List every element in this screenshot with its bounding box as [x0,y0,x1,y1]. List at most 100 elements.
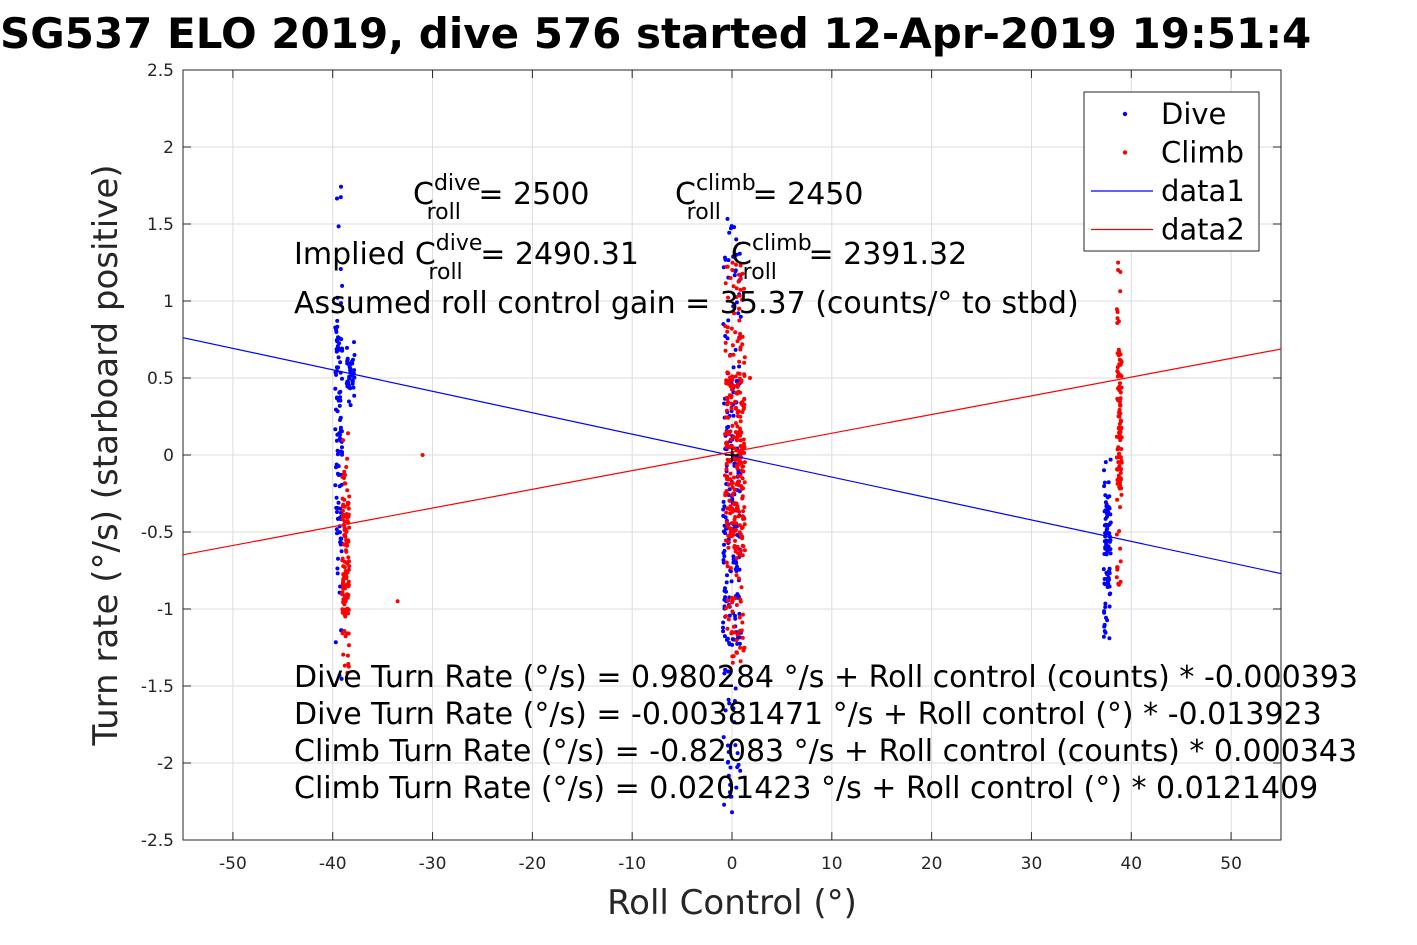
climb-point [730,485,735,490]
climb-point [724,467,729,472]
climb-point [748,376,752,380]
dive-point [732,699,737,703]
climb-point [742,397,747,402]
dive-point [339,676,344,681]
origin-crosshair [725,448,739,462]
climb-point [1116,260,1121,265]
climb-point [734,638,739,643]
dive-point [1108,457,1113,462]
climb-point [341,577,346,582]
climb-point [1115,467,1119,472]
climb-point [1118,505,1122,510]
annotation-roll-gain: Assumed roll control gain = 35.37 (count… [294,286,1079,321]
dive-point [346,380,351,385]
x-tick-label: -40 [319,854,347,874]
climb-point [342,524,347,529]
climb-point [342,476,346,480]
climb-point [724,378,729,383]
climb-point [724,560,729,565]
dive-point [735,564,739,569]
climb-point [733,430,738,435]
climb-point [734,295,739,300]
climb-point [730,343,735,348]
climb-point [345,488,350,493]
climb-point [1119,486,1124,491]
dive-point [727,641,732,645]
climb-point [1114,532,1119,537]
dive-point [338,395,343,400]
climb-point [1115,316,1120,321]
climb-point [346,512,351,517]
dive-point [731,413,736,418]
climb-point [740,496,745,501]
climb-point [742,402,747,407]
climb-point [729,530,734,535]
climb-point [1117,451,1122,456]
climb-point [1115,351,1120,356]
dive-point [726,750,731,754]
climb-point [736,414,740,419]
climb-point [736,409,741,414]
dive-point [730,637,735,642]
dive-point [731,706,736,711]
climb-point [735,424,740,429]
climb-point [724,408,729,413]
climb-point [1118,390,1123,395]
climb-point [742,522,747,527]
dive-point [725,573,729,578]
climb-point [736,473,741,478]
dive-point [352,375,357,380]
climb-point [346,607,351,612]
climb-point [738,659,743,664]
dive-point [1103,630,1108,635]
dive-point [351,385,356,390]
dive-point [1103,460,1108,465]
dive-point [1102,480,1107,485]
climb-point [347,643,351,648]
dive-point [338,540,343,545]
climb-point [730,480,735,485]
climb-point [1119,460,1124,465]
climb-point [739,380,743,385]
dive-point [338,506,343,511]
dive-point [731,560,736,565]
climb-point [732,475,736,480]
dive-point [1105,511,1109,516]
climb-point [730,600,735,605]
dive-point [1105,514,1109,519]
dive-point [727,230,732,235]
x-tick-label: 0 [727,854,738,874]
dive-point [1106,579,1110,584]
climb-point [733,374,738,379]
dive-point [347,376,352,381]
dive-point [1107,592,1112,597]
climb-point [1116,414,1121,419]
dive-point [729,579,734,584]
climb-point [724,445,729,449]
y-tick-labels: -2.5 -2 -1.5 -1 -0.5 0 0.5 1 1.5 2 2.5 [141,61,174,851]
climb-point [736,389,741,394]
climb-point [1118,418,1123,423]
climb-point [734,603,739,607]
climb-point [346,583,351,588]
climb-point [346,555,351,560]
climb-point [738,419,743,424]
climb-point [1117,529,1122,534]
climb-point [733,596,738,601]
climb-point [737,430,742,434]
climb-point [1114,575,1119,580]
climb-point [742,405,746,410]
climb-point [740,342,745,347]
climb-point [738,628,743,633]
climb-point [340,558,345,563]
y-tick-label: -1 [157,600,174,620]
dive-point [1108,512,1113,517]
climb-point [345,670,350,675]
dive-point [334,505,339,510]
climb-point [737,306,742,311]
climb-point [1117,455,1122,460]
climb-point [726,415,731,420]
climb-point [1117,384,1122,389]
climb-point [730,423,735,428]
